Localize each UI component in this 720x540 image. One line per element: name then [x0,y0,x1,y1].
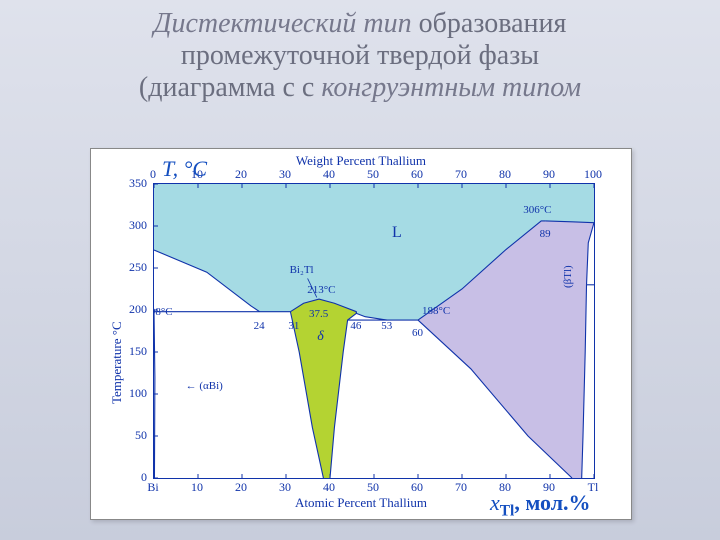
tick-label: 200 [129,302,147,317]
title-line2: промежуточной твердой фазы [181,40,539,71]
tick-label: 20 [235,167,247,182]
phase-diagram-panel: Weight Percent Thallium Lδ(βTl)← (αBi)27… [90,148,632,520]
phase-diagram-svg [154,184,594,478]
plot-annotation: 213°C [307,284,335,296]
tick-label: 70 [455,480,467,495]
tick-label: 0 [150,167,156,182]
plot-annotation: ← (αBi) [186,380,223,392]
tick-label: 0 [141,470,147,485]
plot-annotation: 31 [288,320,299,332]
tick-label: 10 [191,480,203,495]
tick-label: 30 [279,480,291,495]
tick-label: 30 [279,167,291,182]
plot-annotation: 24 [254,320,265,332]
tick-label: 20 [235,480,247,495]
tick-label: 80 [499,167,511,182]
plot-annotation: 53 [381,320,392,332]
title-line3-open: (диаграмма с с [139,72,321,103]
overlay-y-axis-label: T, °C [162,156,207,182]
plot-annotation: 306°C [523,204,551,216]
tick-label: Bi [147,480,158,495]
tick-label: 150 [129,344,147,359]
tick-label: 40 [323,480,335,495]
plot-annotation: 60 [412,327,423,339]
plot-annotation: 37.5 [309,308,328,320]
plot-annotation: L [392,224,402,242]
tick-label: 60 [411,167,423,182]
tick-label: 60 [411,480,423,495]
plot-annotation: (βTl) [562,265,574,288]
tick-label: 250 [129,260,147,275]
title-line1-italic: Дистектический тип [154,8,412,39]
tick-label: 50 [367,167,379,182]
tick-label: 50 [135,428,147,443]
overlay-x-axis-label: xTl, мол.% [490,490,591,520]
tick-label: 50 [367,480,379,495]
tick-label: 100 [129,386,147,401]
tick-label: 40 [323,167,335,182]
title-line1-rest: образования [412,8,567,39]
tick-label: 90 [543,167,555,182]
tick-label: 70 [455,167,467,182]
plot-area: Lδ(βTl)← (αBi)271.442°C198°C2431213°C37.… [153,183,595,479]
slide: Дистектический тип образования промежуто… [0,0,720,540]
slide-title: Дистектический тип образования промежуто… [40,8,680,105]
tick-label: 300 [129,218,147,233]
plot-annotation: Bi₂Tl [290,264,314,276]
tick-label: 350 [129,176,147,191]
plot-annotation: 89 [540,228,551,240]
plot-annotation: δ [317,329,324,345]
plot-annotation: 198°C [153,306,173,318]
plot-annotation: 188°C [422,305,450,317]
plot-annotation: 46 [350,320,361,332]
axis-title-y: Temperature °C [109,321,125,404]
tick-label: 100 [584,167,602,182]
title-line3-italic: конгруэнтным типом [321,72,581,103]
